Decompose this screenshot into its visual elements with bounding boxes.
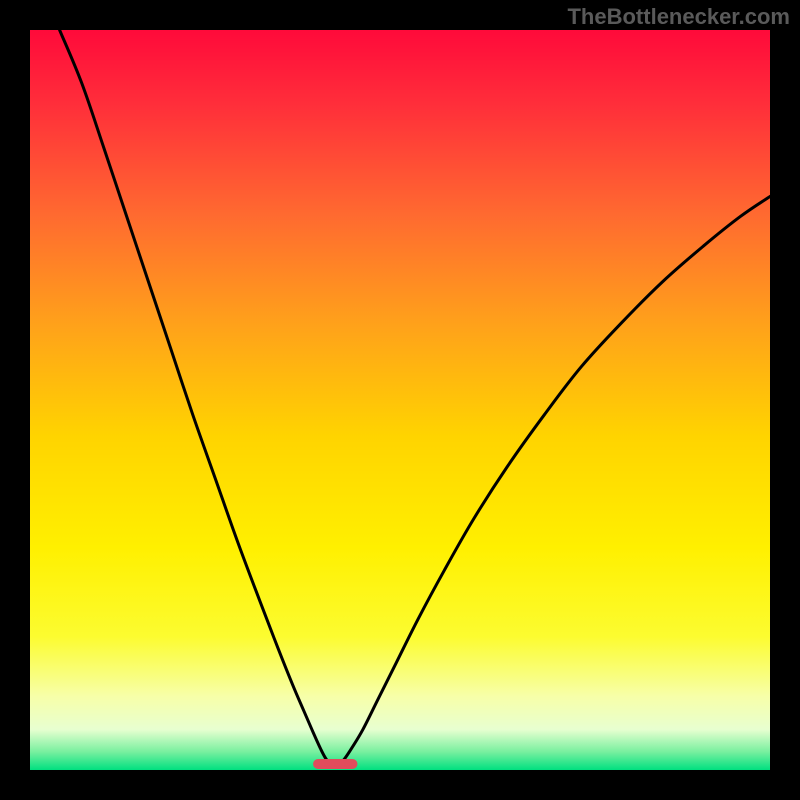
watermark-text: TheBottlenecker.com bbox=[567, 4, 790, 30]
chart-background-gradient bbox=[30, 30, 770, 770]
bottleneck-chart bbox=[0, 0, 800, 800]
optimal-range-marker bbox=[313, 759, 357, 769]
chart-container: TheBottlenecker.com bbox=[0, 0, 800, 800]
